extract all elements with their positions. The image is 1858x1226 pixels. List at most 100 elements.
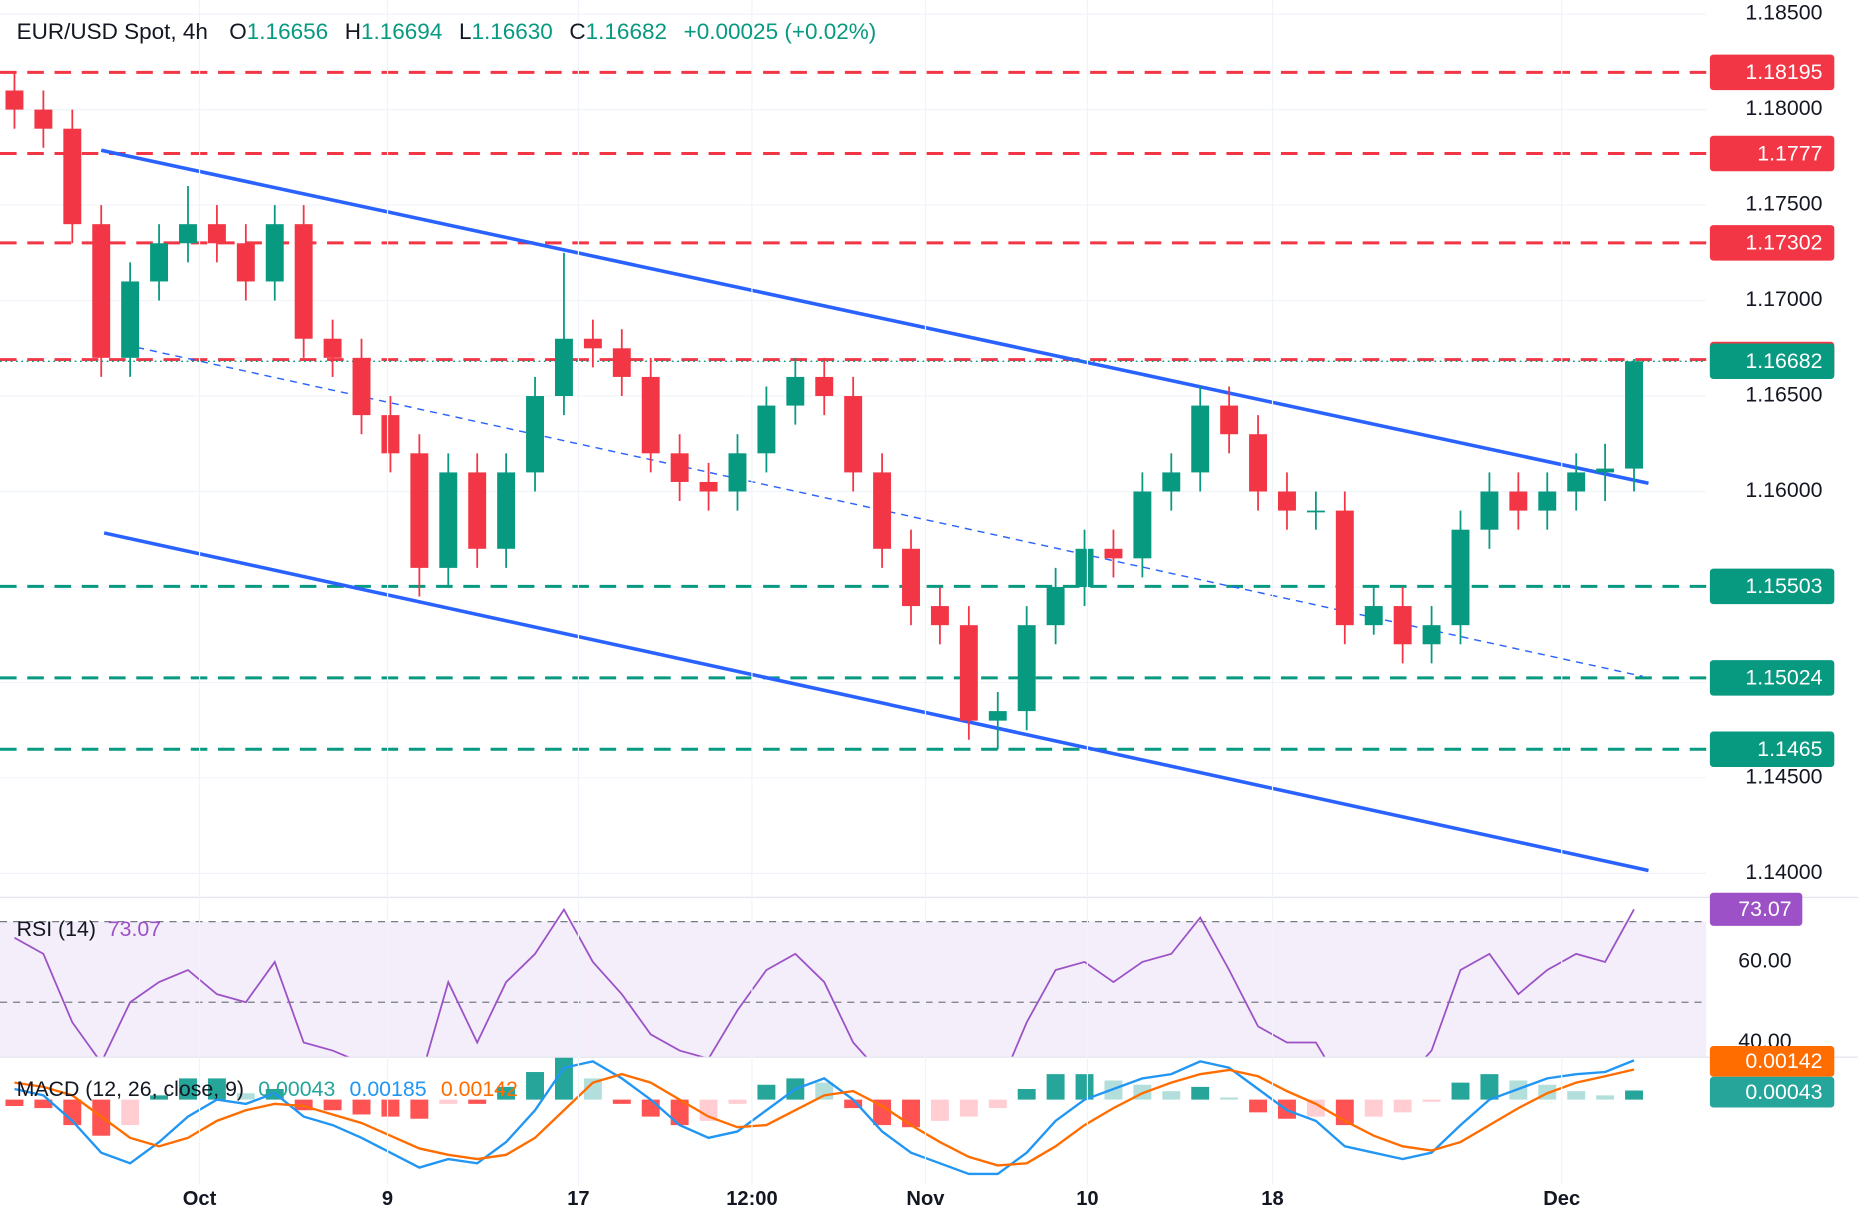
macd-histogram-bar: [381, 1099, 400, 1117]
trendline: [124, 343, 1643, 678]
y-tick-label: 1.16500: [1745, 383, 1822, 407]
candle-body: [92, 224, 111, 358]
candle-body: [728, 453, 747, 492]
y-tick-label: 1.14000: [1745, 860, 1822, 884]
candle-body: [583, 338, 602, 349]
candle-body: [1393, 606, 1412, 645]
macd-histogram-bar: [1567, 1091, 1586, 1100]
macd-histogram-bar: [236, 1093, 255, 1100]
level-tag: [1709, 135, 1835, 172]
candle-body: [1306, 510, 1325, 513]
current-price-tag: [1709, 343, 1835, 380]
candle-body: [959, 625, 978, 721]
candle-body: [1596, 468, 1615, 473]
macd-histogram-bar: [1249, 1099, 1268, 1113]
chart-title: EUR/USD Spot, 4h: [17, 19, 208, 44]
macd-histogram-bar: [1364, 1099, 1383, 1117]
x-tick-label: 10: [1076, 1188, 1098, 1210]
candle-body: [526, 396, 545, 473]
rsi-title: RSI (14) 73.07: [17, 916, 162, 940]
macd-histogram-bar: [1480, 1074, 1499, 1100]
candle-body: [1133, 491, 1152, 559]
macd-histogram-bar: [815, 1082, 834, 1100]
x-tick-label: 17: [567, 1188, 589, 1210]
candle-body: [439, 472, 458, 568]
candle-body: [323, 338, 342, 358]
rsi-line: [14, 907, 1635, 1057]
candle-body: [844, 396, 863, 473]
macd-histogram-bar: [439, 1099, 458, 1104]
candle-body: [554, 338, 573, 397]
x-tick-label: 18: [1261, 1188, 1283, 1210]
ohlc-label: H: [345, 19, 361, 44]
ohlc-label: C: [569, 19, 585, 44]
macd-line: [14, 1059, 1635, 1176]
candle-body: [179, 224, 197, 244]
candle-body: [1451, 529, 1470, 626]
macd-histogram-bar: [526, 1072, 545, 1100]
macd-histogram-bar: [670, 1099, 689, 1126]
ohlc-value: 1.16694: [361, 19, 442, 44]
macd-histogram-bar: [1451, 1082, 1470, 1100]
macd-histogram-bar: [1075, 1074, 1094, 1100]
macd-histogram-bar: [612, 1099, 631, 1104]
candle-body: [641, 376, 660, 454]
macd-histogram-bar: [323, 1099, 342, 1111]
macd-histogram-bar: [1393, 1099, 1412, 1113]
trendline: [100, 148, 1649, 486]
macd-pane: [5, 1057, 1643, 1176]
candle-body: [1046, 586, 1065, 626]
candle-body: [410, 453, 429, 568]
candle-body: [468, 472, 487, 549]
level-label: 1.17302: [1745, 231, 1822, 255]
rsi-tag: [1709, 892, 1803, 926]
candle-body: [612, 348, 631, 377]
macd-histogram-bar: [497, 1086, 516, 1100]
rsi-tag-label: 73.07: [1738, 897, 1791, 921]
candle-body: [497, 472, 516, 549]
macd-histogram-bar: [844, 1099, 863, 1109]
candle-body: [1335, 510, 1354, 626]
signal-tag: [1709, 1045, 1835, 1077]
macd-histogram-bar: [873, 1099, 892, 1126]
macd-histogram-bar: [352, 1099, 371, 1115]
candle-body: [1249, 434, 1268, 492]
ohlc-value: 1.16656: [247, 19, 328, 44]
level-tag: [1709, 225, 1835, 261]
price-pane: [0, 13, 1707, 874]
y-tick-label: 1.16000: [1745, 478, 1822, 502]
level-label: 1.18195: [1745, 60, 1822, 84]
x-tick-label: 12:00: [726, 1188, 777, 1210]
candle-body: [699, 481, 718, 492]
rsi-tick-label: 60.00: [1738, 949, 1791, 973]
macd-histogram-bar: [699, 1099, 718, 1121]
level-tag: [1709, 731, 1835, 768]
macd-histogram-bar: [988, 1099, 1007, 1109]
candle-body: [352, 357, 371, 416]
macd-title: MACD (12, 26, close, 9) 0.00043 0.00185 0.0…: [17, 1076, 518, 1100]
current-price-label: 1.16682: [1745, 349, 1822, 373]
candle-body: [1075, 548, 1094, 587]
candle-body: [815, 376, 834, 397]
histogram-tag: [1709, 1076, 1835, 1108]
y-tick-label: 1.18500: [1745, 1, 1822, 25]
candle-body: [988, 711, 1007, 721]
macd-histogram-bar: [930, 1099, 949, 1121]
level-label: 1.15503: [1745, 574, 1822, 598]
level-tag: [1709, 660, 1835, 696]
candle-body: [121, 281, 140, 358]
candle-body: [1104, 548, 1123, 559]
x-tick-label: Dec: [1543, 1188, 1580, 1210]
candle-body: [670, 453, 689, 482]
macd-name: MACD (12, 26, close, 9): [17, 1076, 244, 1100]
signal-value: 0.00142: [441, 1076, 518, 1100]
macd-histogram-bar: [63, 1099, 82, 1126]
rsi-name: RSI (14): [17, 916, 96, 940]
candle-body: [1191, 405, 1210, 473]
candle-body: [757, 405, 776, 454]
y-tick-label: 1.17000: [1745, 287, 1822, 311]
macd-histogram-bar: [179, 1078, 197, 1100]
rsi-pane: [0, 907, 1707, 1057]
candle-body: [1625, 361, 1643, 469]
